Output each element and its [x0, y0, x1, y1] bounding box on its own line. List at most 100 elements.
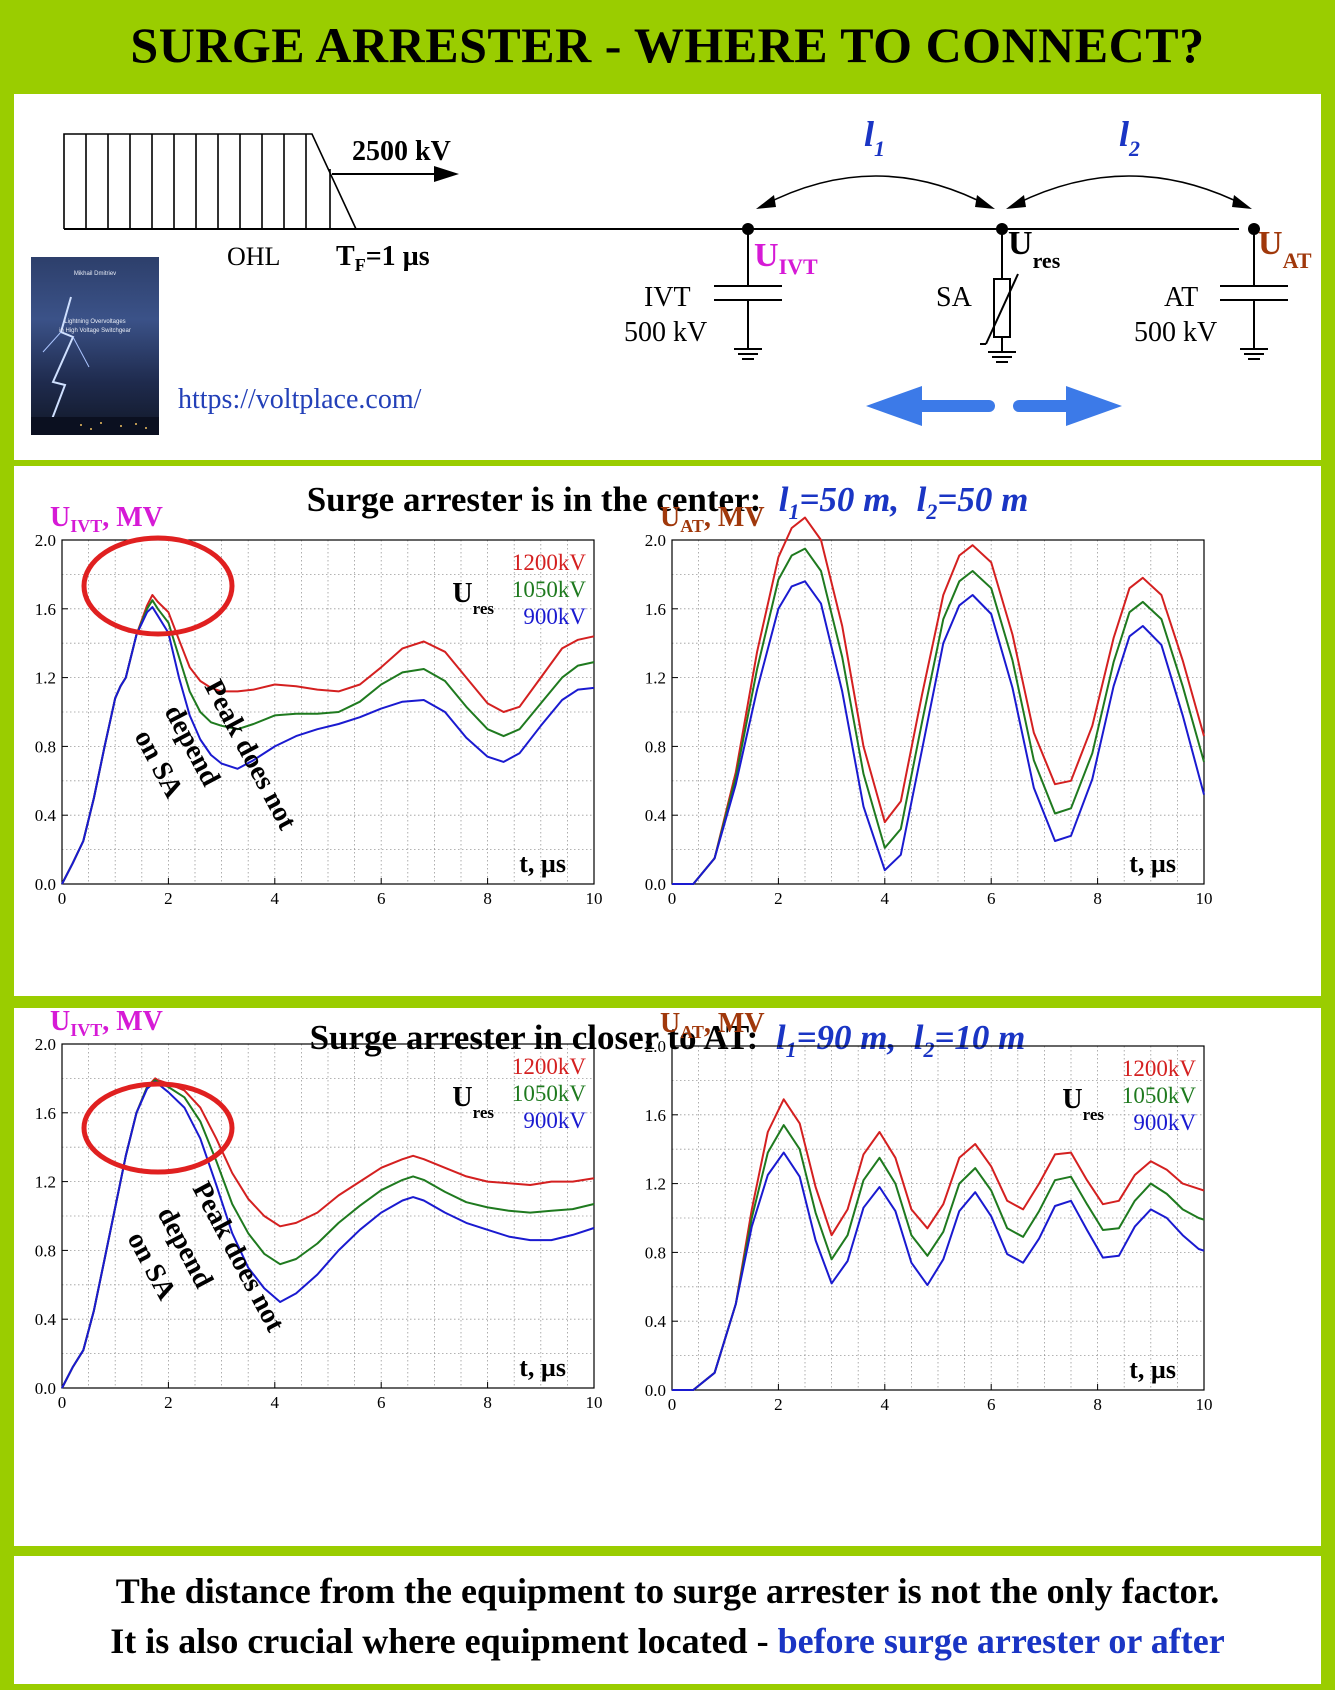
x-tick-label: 4: [271, 1393, 280, 1412]
x-tick-label: 8: [1093, 889, 1102, 908]
x-tick-label: 6: [377, 1393, 386, 1412]
x-tick-label: 2: [164, 1393, 173, 1412]
y-tick-label: 0.0: [645, 875, 666, 894]
distance-l1-arc: [756, 175, 995, 209]
surge-wave-outline: [63, 133, 357, 230]
book-author: Mikhail Dmitriev: [73, 271, 117, 277]
plot-frame: [61, 1043, 595, 1389]
y-axis-label: UAT, MV: [660, 502, 765, 536]
y-tick-label: 1.6: [645, 1106, 666, 1125]
legend-entry: 1200kV: [512, 1054, 587, 1079]
ohl-label: OHL: [227, 242, 280, 271]
legend-title: Ures: [452, 578, 494, 618]
x-tick-label: 6: [987, 889, 996, 908]
case2-panel: Surge arrester in closer to AT: l1=90 m,…: [14, 1008, 1321, 1546]
y-tick-label: 0.0: [35, 1379, 56, 1398]
y-tick-label: 0.4: [645, 806, 667, 825]
y-tick-label: 0.8: [35, 737, 56, 756]
legend-entry: 900kV: [523, 1108, 586, 1133]
conclusion-line-2: It is also crucial where equipment locat…: [14, 1620, 1321, 1662]
series-line-1200kV: [672, 1098, 1205, 1391]
move-right-arrow: [1013, 386, 1122, 426]
legend-title: Ures: [452, 1082, 494, 1122]
y-tick-label: 0.8: [645, 737, 666, 756]
surge-arrester-symbol: [980, 229, 1019, 363]
surge-wave-hatching: [85, 134, 331, 229]
plot-frame: [671, 539, 1205, 885]
surge-direction-arrow: [332, 166, 459, 182]
case2-l1: l1=90 m,: [775, 1018, 897, 1062]
peak-highlight-circle-1: [81, 535, 235, 637]
case1-l2: l2=50 m: [916, 480, 1029, 524]
plot-frame: [671, 1045, 1205, 1391]
y-tick-label: 1.6: [645, 600, 666, 619]
case1-panel: Surge arrester is in the center: l1=50 m…: [14, 466, 1321, 996]
legend-entry: 900kV: [523, 604, 586, 629]
series-line-1050kV: [672, 547, 1205, 885]
schematic-panel: 2500 kV OHL TF=1 µs l1 l2 UIVT Ures UAT: [14, 94, 1321, 460]
sa-label: SA: [936, 282, 973, 313]
y-tick-label: 0.4: [645, 1312, 667, 1331]
at-capacitor: [1220, 229, 1288, 360]
schematic-svg: 2500 kV OHL TF=1 µs l1 l2 UIVT Ures UAT: [63, 114, 1312, 426]
y-tick-label: 0.0: [35, 875, 56, 894]
book-cover-image: Mikhail Dmitriev Lightning Overvoltages …: [31, 257, 159, 435]
conclusion-line-2-blue: before surge arrester or after: [777, 1621, 1225, 1661]
book-title-line1: Lightning Overvoltages: [64, 319, 126, 325]
series-line-900kV: [672, 580, 1205, 885]
x-tick-label: 8: [483, 1393, 492, 1412]
y-axis-label: UIVT, MV: [50, 502, 163, 536]
case2-header: Surge arrester in closer to AT: l1=90 m,…: [14, 1018, 1321, 1063]
case2-l2: l2=10 m: [913, 1018, 1026, 1062]
y-tick-label: 0.4: [35, 806, 57, 825]
legend-entry: 1050kV: [1122, 1083, 1197, 1108]
series-line-900kV: [672, 1151, 1205, 1391]
x-tick-label: 10: [586, 1393, 603, 1412]
x-tick-label: 2: [774, 889, 783, 908]
at-voltage-label: 500 kV: [1134, 317, 1217, 348]
x-tick-label: 2: [164, 889, 173, 908]
move-left-arrow: [866, 386, 995, 426]
legend-entry: 1200kV: [1122, 1056, 1197, 1081]
lightning-icon: [31, 296, 159, 435]
u-at-label: UAT: [1258, 225, 1312, 273]
surge-amplitude-label: 2500 kV: [352, 136, 451, 167]
l1-label: l1: [864, 114, 885, 161]
distance-l2-arc: [1006, 175, 1252, 209]
page-title: SURGE ARRESTER - WHERE TO CONNECT?: [130, 17, 1205, 73]
x-tick-label: 10: [586, 889, 603, 908]
l2-label: l2: [1119, 114, 1140, 161]
y-tick-label: 2.0: [645, 531, 666, 550]
x-tick-label: 2: [774, 1395, 783, 1414]
x-tick-label: 8: [1093, 1395, 1102, 1414]
plot-frame: [61, 539, 595, 885]
y-tick-label: 0.8: [35, 1241, 56, 1260]
case1-header-text: Surge arrester is in the center:: [306, 480, 762, 519]
series-line-1200kV: [672, 516, 1205, 885]
case1-l1: l1=50 m,: [778, 480, 900, 524]
legend-entry: 1050kV: [512, 1081, 587, 1106]
legend-entry: 1050kV: [512, 577, 587, 602]
x-tick-label: 0: [58, 889, 67, 908]
ivt-voltage-label: 500 kV: [624, 317, 707, 348]
at-label: AT: [1164, 282, 1198, 313]
x-axis-label: t, µs: [1129, 849, 1176, 878]
conclusion-line-2-black: It is also crucial where equipment locat…: [110, 1621, 778, 1661]
series-line-900kV: [61, 606, 595, 885]
y-tick-label: 1.6: [35, 1104, 56, 1123]
x-tick-label: 0: [58, 1393, 67, 1412]
y-axis-label: UIVT, MV: [50, 1008, 163, 1040]
y-axis-label: UAT, MV: [660, 1008, 765, 1042]
conclusion-panel: The distance from the equipment to surge…: [14, 1556, 1321, 1684]
ivt-capacitor: [714, 229, 782, 360]
peak-highlight-circle-2: [81, 1081, 235, 1175]
y-tick-label: 1.2: [645, 669, 666, 688]
website-link[interactable]: https://voltplace.com/: [178, 384, 422, 415]
y-tick-label: 2.0: [645, 1037, 666, 1056]
u-res-label: Ures: [1008, 225, 1061, 273]
